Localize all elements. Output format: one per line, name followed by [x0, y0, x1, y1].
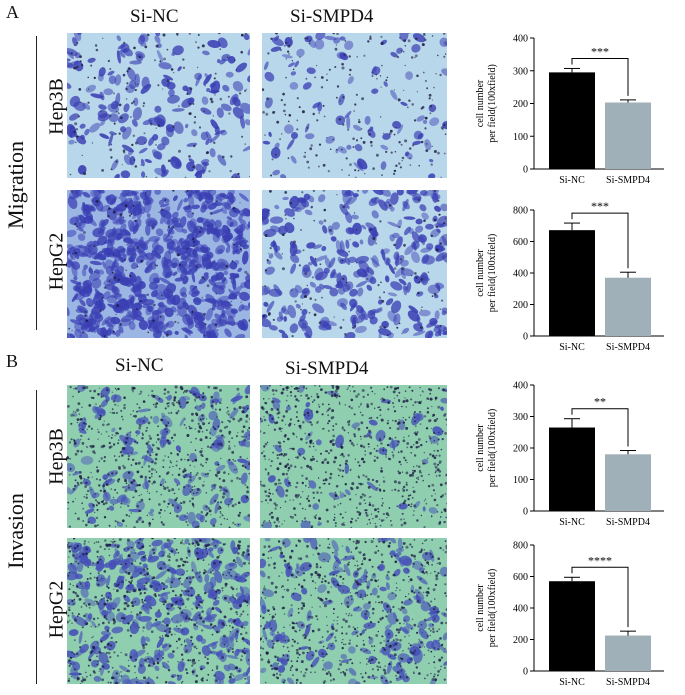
significance-label: *** [591, 44, 609, 58]
bracket-line-invasion [36, 390, 37, 684]
col-title-si-smpd4-b: Si-SMPD4 [285, 358, 368, 380]
panel-letter-a: A [6, 2, 19, 23]
micrograph-invasion-hep3b-si-smpd4 [260, 385, 447, 528]
y-tick-label: 0 [523, 165, 528, 176]
y-tick-label: 300 [513, 412, 528, 423]
x-tick-label: Si-SMPD4 [606, 517, 650, 528]
y-axis-label: cell numberper field(100xfield) [475, 64, 498, 143]
chart-invasion-hepg2: cell numberper field(100xfield) 0 200 400 60… [470, 535, 682, 695]
x-tick-label: Si-SMPD4 [606, 342, 650, 353]
row-label-hepg2-a: HepG2 [46, 227, 69, 297]
col-title-si-nc-a: Si-NC [130, 6, 179, 28]
significance-label: **** [588, 553, 612, 567]
y-axis-label: cell numberper field(100xfield) [475, 569, 498, 648]
significance-label: ** [594, 395, 606, 409]
y-axis-label: cell numberper field(100xfield) [475, 409, 498, 488]
y-tick-label: 200 [513, 99, 528, 110]
y-tick-label: 400 [513, 34, 528, 45]
y-tick-label: 800 [513, 206, 528, 217]
significance-label: *** [591, 200, 609, 213]
x-tick-label: Si-NC [559, 677, 585, 688]
y-tick-label: 200 [513, 300, 528, 311]
x-tick-label: Si-NC [559, 342, 585, 353]
y-tick-label: 400 [513, 381, 528, 392]
y-tick-label: 100 [513, 132, 528, 143]
row-label-hep3b-a: Hep3B [46, 72, 69, 142]
y-tick-label: 600 [513, 237, 528, 248]
y-tick-label: 0 [523, 507, 528, 518]
col-title-si-smpd4-a: Si-SMPD4 [290, 6, 373, 28]
y-tick-label: 400 [513, 269, 528, 280]
bar-si-nc [549, 230, 595, 336]
micrograph-invasion-hepg2-si-smpd4 [260, 538, 447, 684]
y-tick-label: 400 [513, 604, 528, 615]
micrograph-migration-hep3b-si-nc [67, 33, 250, 178]
x-tick-label: Si-SMPD4 [606, 175, 650, 186]
y-tick-label: 200 [513, 635, 528, 646]
micrograph-invasion-hepg2-si-nc [67, 538, 250, 684]
bar-si-nc [549, 581, 595, 671]
y-tick-label: 600 [513, 572, 528, 583]
chart-invasion-hep3b: cell numberper field(100xfield) 0 100 200 30… [470, 375, 682, 535]
row-label-hep3b-b: Hep3B [46, 422, 69, 492]
bar-si-nc [549, 428, 595, 511]
x-tick-label: Si-SMPD4 [606, 677, 650, 688]
x-tick-label: Si-NC [559, 517, 585, 528]
y-tick-label: 300 [513, 66, 528, 77]
bar-si-smpd4 [605, 636, 651, 671]
bar-si-smpd4 [605, 103, 651, 169]
y-tick-label: 800 [513, 541, 528, 552]
chart-migration-hep3b: cell numberper field(100xfield) 0 100 200 30… [470, 28, 682, 193]
micrograph-migration-hep3b-si-smpd4 [262, 33, 447, 178]
row-label-hepg2-b: HepG2 [46, 575, 69, 645]
bar-si-smpd4 [605, 454, 651, 511]
micrograph-migration-hepg2-si-smpd4 [262, 190, 447, 338]
y-tick-label: 0 [523, 667, 528, 678]
y-tick-label: 100 [513, 475, 528, 486]
y-tick-label: 0 [523, 332, 528, 343]
col-title-si-nc-b: Si-NC [115, 355, 164, 377]
side-label-migration: Migration [3, 135, 29, 235]
y-tick-label: 200 [513, 444, 528, 455]
chart-migration-hepg2: cell numberper field(100xfield) 0 200 400 60… [470, 200, 682, 360]
micrograph-migration-hepg2-si-nc [67, 190, 250, 338]
bar-si-nc [549, 72, 595, 169]
micrograph-invasion-hep3b-si-nc [67, 385, 250, 528]
y-axis-label: cell numberper field(100xfield) [475, 234, 498, 313]
panel-letter-b: B [6, 351, 18, 372]
bracket-line-migration [36, 36, 37, 330]
side-label-invasion: Invasion [3, 481, 29, 581]
bar-si-smpd4 [605, 278, 651, 336]
x-tick-label: Si-NC [559, 175, 585, 186]
